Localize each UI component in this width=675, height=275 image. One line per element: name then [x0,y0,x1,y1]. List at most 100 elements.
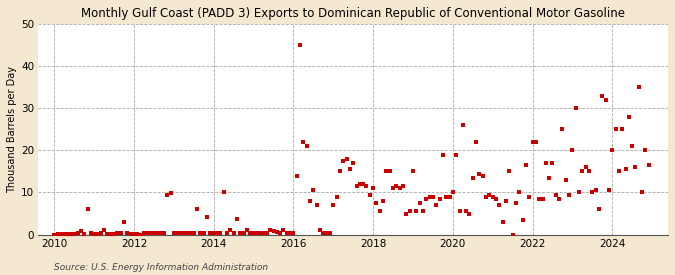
Point [394,186,405,191]
Point [192,207,202,211]
Point [188,230,199,235]
Point [298,140,309,144]
Point [205,231,216,236]
Point [99,227,109,232]
Point [49,232,60,237]
Point [228,231,239,236]
Point [497,220,508,224]
Point [464,211,475,216]
Point [285,230,296,235]
Point [358,182,369,186]
Point [148,231,159,236]
Point [431,203,441,207]
Point [301,144,312,148]
Point [567,148,578,153]
Point [86,230,97,235]
Point [617,127,628,131]
Point [507,232,518,237]
Point [69,232,80,236]
Point [643,163,654,167]
Point [560,178,571,182]
Point [102,232,113,236]
Point [491,197,502,201]
Point [225,227,236,232]
Point [574,190,585,195]
Point [95,231,106,236]
Point [82,207,93,211]
Point [278,228,289,233]
Point [198,231,209,236]
Point [152,231,163,236]
Point [169,231,180,236]
Point [115,230,126,235]
Point [55,232,66,236]
Point [504,169,515,174]
Point [122,231,133,236]
Point [126,232,136,236]
Point [418,209,429,214]
Point [437,152,448,157]
Point [427,194,438,199]
Point [414,201,425,205]
Point [304,199,315,203]
Point [105,232,116,236]
Point [387,186,398,191]
Point [484,192,495,197]
Point [434,197,445,201]
Point [92,232,103,236]
Point [520,163,531,167]
Point [633,85,644,89]
Point [444,194,455,199]
Point [52,232,63,236]
Point [165,191,176,196]
Point [584,169,595,174]
Point [607,148,618,153]
Point [378,199,389,203]
Point [89,232,100,236]
Point [361,184,372,188]
Point [271,230,282,234]
Point [354,182,365,186]
Point [614,169,624,174]
Point [541,161,551,165]
Point [138,231,149,236]
Point [590,188,601,192]
Point [175,231,186,236]
Point [331,194,342,199]
Point [557,127,568,131]
Point [547,161,558,165]
Point [76,229,86,233]
Point [514,190,524,195]
Point [185,231,196,235]
Point [524,194,535,199]
Point [600,98,611,102]
Point [172,231,183,236]
Point [232,216,242,221]
Point [458,123,468,127]
Point [159,231,169,236]
Title: Monthly Gulf Coast (PADD 3) Exports to Dominican Republic of Conventional Motor : Monthly Gulf Coast (PADD 3) Exports to D… [81,7,625,20]
Point [59,232,70,236]
Point [580,165,591,169]
Point [275,230,286,235]
Point [195,231,206,235]
Point [467,175,478,180]
Point [235,231,246,235]
Point [537,197,548,201]
Point [477,174,488,178]
Point [550,192,561,197]
Point [142,230,153,235]
Point [295,43,306,47]
Y-axis label: Thousand Barrels per Day: Thousand Barrels per Day [7,66,17,193]
Point [62,232,73,236]
Point [554,197,564,201]
Point [587,190,598,195]
Point [411,209,422,214]
Point [132,232,142,236]
Point [597,93,608,98]
Text: Source: U.S. Energy Information Administration: Source: U.S. Energy Information Administ… [54,263,268,272]
Point [401,211,412,216]
Point [292,174,302,178]
Point [570,106,581,110]
Point [630,165,641,169]
